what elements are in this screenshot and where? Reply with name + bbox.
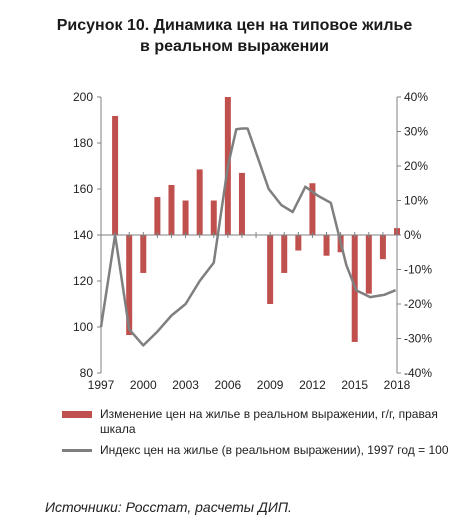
legend-bar-swatch bbox=[62, 411, 92, 418]
x-tick-label: 1997 bbox=[88, 378, 115, 392]
left-tick-label: 120 bbox=[73, 274, 93, 288]
bar bbox=[323, 235, 330, 256]
right-tick-label: 10% bbox=[404, 194, 428, 208]
x-tick-label: 2006 bbox=[215, 378, 242, 392]
bar bbox=[365, 235, 372, 294]
left-tick-label: 180 bbox=[73, 136, 93, 150]
right-tick-label: -10% bbox=[404, 263, 432, 277]
line-series bbox=[99, 127, 397, 347]
legend-line-label: Индекс цен на жилье (в реальном выражени… bbox=[100, 443, 449, 457]
bar bbox=[379, 235, 386, 260]
legend-bars: Изменение цен на жилье в реальном выраже… bbox=[62, 407, 469, 437]
right-tick-label: 0% bbox=[404, 228, 422, 242]
bar bbox=[154, 197, 161, 235]
index-line bbox=[99, 127, 397, 347]
left-tick-label: 100 bbox=[73, 320, 93, 334]
right-tick-label: -40% bbox=[404, 366, 432, 380]
chart-title-line-2: в реальном выражении bbox=[140, 38, 329, 55]
bar bbox=[140, 235, 147, 273]
bar bbox=[267, 235, 274, 304]
chart-svg: 80 100 120 140 160 180 200 -40% -30% -20% -10% 0% 10… bbox=[73, 90, 432, 392]
bar bbox=[281, 235, 288, 273]
bar bbox=[182, 200, 189, 235]
x-tick-label: 2012 bbox=[299, 378, 326, 392]
bar-series bbox=[112, 97, 400, 342]
right-tick-label: 40% bbox=[404, 90, 428, 104]
legend-line-swatch bbox=[62, 449, 92, 452]
x-tick-label: 2003 bbox=[172, 378, 199, 392]
bar bbox=[238, 172, 245, 235]
right-tick-label: -30% bbox=[404, 332, 432, 346]
bar bbox=[210, 200, 217, 235]
right-tick-label: -20% bbox=[404, 297, 432, 311]
x-tick-label: 2018 bbox=[384, 378, 411, 392]
chart-title-line-1: Рисунок 10. Динамика цен на типовое жиль… bbox=[56, 17, 413, 34]
left-tick-label: 160 bbox=[73, 182, 93, 196]
bar bbox=[112, 115, 119, 235]
legend-line: Индекс цен на жилье (в реальном выражени… bbox=[62, 443, 469, 458]
source-note: Источники: Росстат, расчеты ДИП. bbox=[45, 499, 292, 515]
right-tick-label: 30% bbox=[404, 125, 428, 139]
tick-labels: 80 100 120 140 160 180 200 -40% -30% -20% -10% 0% 10… bbox=[73, 90, 432, 392]
right-tick-label: 20% bbox=[404, 159, 428, 173]
bar bbox=[196, 169, 203, 235]
left-tick-label: 140 bbox=[73, 228, 93, 242]
bar bbox=[168, 184, 175, 235]
bar bbox=[309, 183, 316, 235]
left-tick-label: 200 bbox=[73, 90, 93, 104]
legend-bar-label: Изменение цен на жилье в реальном выраже… bbox=[100, 407, 438, 436]
left-tick-label: 80 bbox=[80, 366, 94, 380]
x-tick-label: 2015 bbox=[341, 378, 368, 392]
bar bbox=[295, 235, 302, 251]
x-tick-label: 2000 bbox=[130, 378, 157, 392]
bar bbox=[126, 235, 133, 336]
x-tick-label: 2009 bbox=[257, 378, 284, 392]
